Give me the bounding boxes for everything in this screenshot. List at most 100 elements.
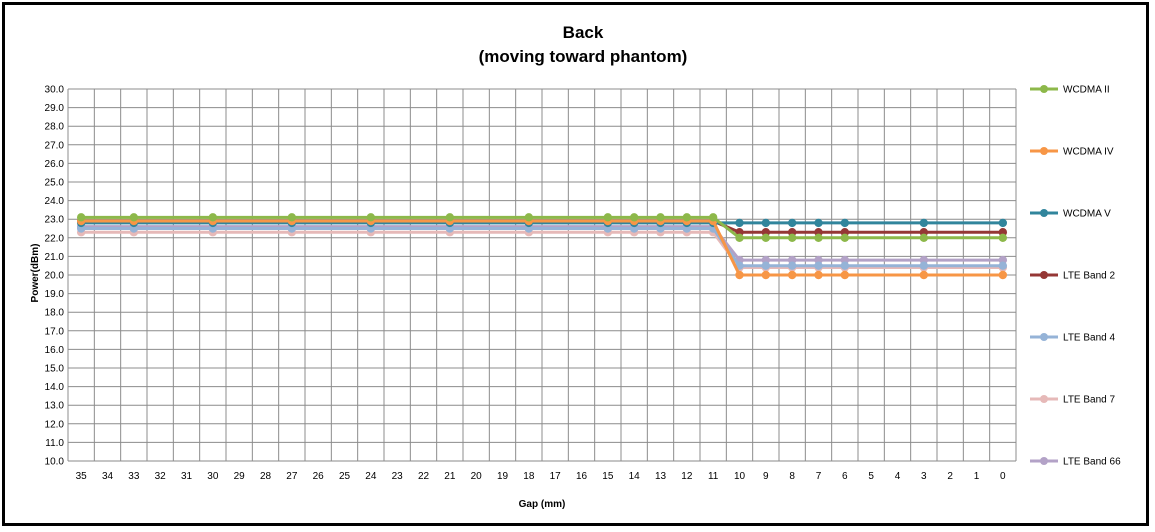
- legend-item: WCDMA II: [1030, 85, 1110, 96]
- data-point: [840, 270, 850, 280]
- x-tick-label: 33: [128, 471, 140, 482]
- legend-label: WCDMA II: [1063, 85, 1110, 96]
- data-point: [708, 213, 718, 222]
- x-tick-label: 30: [207, 471, 219, 482]
- data-point: [761, 270, 771, 280]
- data-point: [129, 213, 139, 222]
- data-point: [603, 213, 613, 222]
- data-point: [787, 261, 797, 270]
- y-tick-label: 10.0: [45, 457, 65, 468]
- legend-label: WCDMA V: [1063, 209, 1111, 220]
- x-tick-label: 20: [471, 471, 483, 482]
- legend-label: LTE Band 7: [1063, 395, 1116, 406]
- y-tick-label: 22.0: [45, 233, 65, 244]
- data-point: [919, 270, 929, 280]
- y-tick-label: 24.0: [45, 196, 65, 207]
- y-tick-label: 16.0: [45, 345, 65, 356]
- x-tick-label: 19: [497, 471, 509, 482]
- x-tick-label: 13: [655, 471, 667, 482]
- x-tick-label: 15: [602, 471, 614, 482]
- series-group: [76, 213, 1008, 280]
- x-tick-label: 18: [523, 471, 535, 482]
- y-tick-label: 23.0: [45, 215, 65, 226]
- y-tick-label: 21.0: [45, 252, 65, 263]
- data-point: [787, 218, 797, 228]
- x-tick-label: 5: [868, 471, 874, 482]
- y-tick-label: 29.0: [45, 103, 65, 114]
- legend-label: LTE Band 2: [1063, 271, 1116, 282]
- legend-item: LTE Band 7: [1030, 395, 1116, 406]
- data-point: [761, 261, 771, 270]
- data-point: [919, 218, 929, 228]
- legend-swatch-marker: [1040, 209, 1048, 217]
- data-point: [814, 218, 823, 228]
- y-tick-labels: 10.0 11.0 12.0 13.0 14.0 15.0 16.0 17.0 18.0 19.0…: [45, 85, 65, 468]
- y-tick-label: 27.0: [45, 140, 65, 151]
- x-tick-label: 14: [629, 471, 641, 482]
- legend: WCDMA II WCDMA IV WCDMA V LTE Band 2 LTE Ban…: [1030, 85, 1121, 468]
- data-point: [840, 261, 850, 270]
- y-tick-label: 12.0: [45, 419, 65, 430]
- data-point: [814, 261, 823, 270]
- legend-swatch-marker: [1040, 333, 1048, 341]
- legend-swatch-marker: [1040, 85, 1048, 93]
- x-tick-label: 6: [842, 471, 848, 482]
- data-point: [524, 213, 534, 222]
- x-tick-label: 26: [313, 471, 325, 482]
- x-tick-label: 7: [816, 471, 822, 482]
- y-tick-label: 20.0: [45, 271, 65, 282]
- x-tick-label: 4: [895, 471, 901, 482]
- x-tick-label: 3: [921, 471, 927, 482]
- x-tick-label: 35: [76, 471, 88, 482]
- y-tick-label: 26.0: [45, 159, 65, 170]
- x-tick-label: 16: [576, 471, 588, 482]
- x-tick-label: 27: [286, 471, 298, 482]
- x-tick-label: 23: [392, 471, 404, 482]
- data-point: [735, 218, 744, 228]
- legend-label: LTE Band 66: [1063, 457, 1121, 468]
- data-point: [998, 270, 1008, 280]
- y-tick-label: 30.0: [45, 85, 65, 96]
- legend-swatch-marker: [1040, 457, 1048, 465]
- y-tick-label: 14.0: [45, 382, 65, 393]
- series-wcdma-ii: [76, 213, 1008, 242]
- x-tick-label: 31: [181, 471, 193, 482]
- x-tick-label: 0: [1000, 471, 1006, 482]
- data-point: [840, 218, 850, 228]
- data-point: [840, 233, 850, 242]
- grid: [67, 88, 1017, 462]
- x-tick-labels: 35 34 33 32 31 30 29 28 27 26 25 24 23 22 21 20 19 18 17 16…: [76, 471, 1006, 482]
- data-point: [761, 233, 771, 242]
- data-point: [787, 270, 797, 280]
- data-point: [366, 213, 376, 222]
- legend-label: LTE Band 4: [1063, 333, 1116, 344]
- data-point: [629, 213, 639, 222]
- y-tick-label: 17.0: [45, 326, 65, 337]
- data-point: [814, 270, 823, 280]
- y-axis-label: Power(dBm): [30, 244, 41, 303]
- y-tick-label: 28.0: [45, 122, 65, 133]
- chart-subtitle: (moving toward phantom): [479, 47, 688, 66]
- x-tick-label: 24: [365, 471, 377, 482]
- legend-item: LTE Band 2: [1030, 271, 1116, 282]
- x-tick-label: 22: [418, 471, 430, 482]
- legend-item: WCDMA IV: [1030, 147, 1114, 158]
- x-axis-label: Gap (mm): [519, 499, 566, 510]
- legend-item: LTE Band 66: [1030, 457, 1121, 468]
- x-tick-label: 10: [734, 471, 746, 482]
- x-tick-label: 32: [155, 471, 167, 482]
- legend-item: WCDMA V: [1030, 209, 1111, 220]
- legend-swatch-marker: [1040, 395, 1048, 403]
- data-point: [76, 213, 86, 222]
- x-tick-label: 12: [681, 471, 693, 482]
- legend-swatch-marker: [1040, 271, 1048, 279]
- x-tick-label: 11: [708, 471, 719, 482]
- chart-title: Back: [563, 23, 604, 42]
- legend-label: WCDMA IV: [1063, 147, 1114, 158]
- x-tick-label: 21: [444, 471, 456, 482]
- x-tick-label: 25: [339, 471, 351, 482]
- y-tick-label: 15.0: [45, 364, 65, 375]
- y-tick-label: 13.0: [45, 401, 65, 412]
- data-point: [998, 261, 1008, 270]
- y-tick-label: 25.0: [45, 178, 65, 189]
